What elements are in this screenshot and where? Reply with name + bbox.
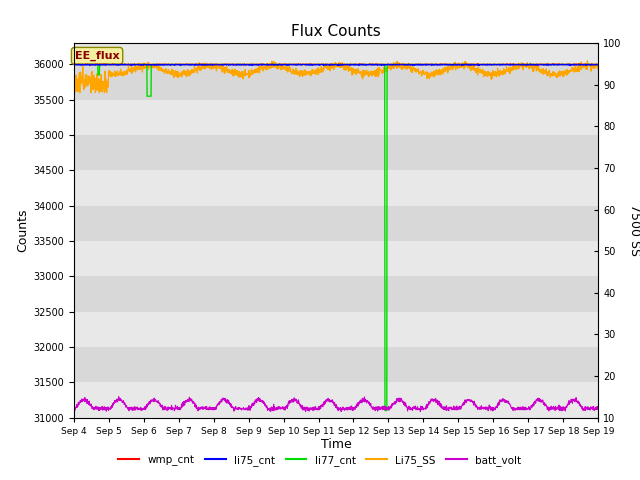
X-axis label: Time: Time [321,438,351,451]
Bar [74,312,598,347]
Bar [74,205,598,241]
Legend: wmp_cnt, li75_cnt, li77_cnt, Li75_SS, batt_volt: wmp_cnt, li75_cnt, li77_cnt, Li75_SS, ba… [115,451,525,470]
Bar [74,241,598,276]
Bar [74,276,598,312]
Bar [74,170,598,205]
Bar [74,64,598,100]
Bar [74,382,598,418]
Bar [74,100,598,135]
Text: EE_flux: EE_flux [75,51,120,61]
Bar [74,135,598,170]
Title: Flux Counts: Flux Counts [291,24,381,39]
Bar [74,347,598,382]
Y-axis label: Counts: Counts [16,209,29,252]
Y-axis label: 7500 SS: 7500 SS [628,204,640,256]
